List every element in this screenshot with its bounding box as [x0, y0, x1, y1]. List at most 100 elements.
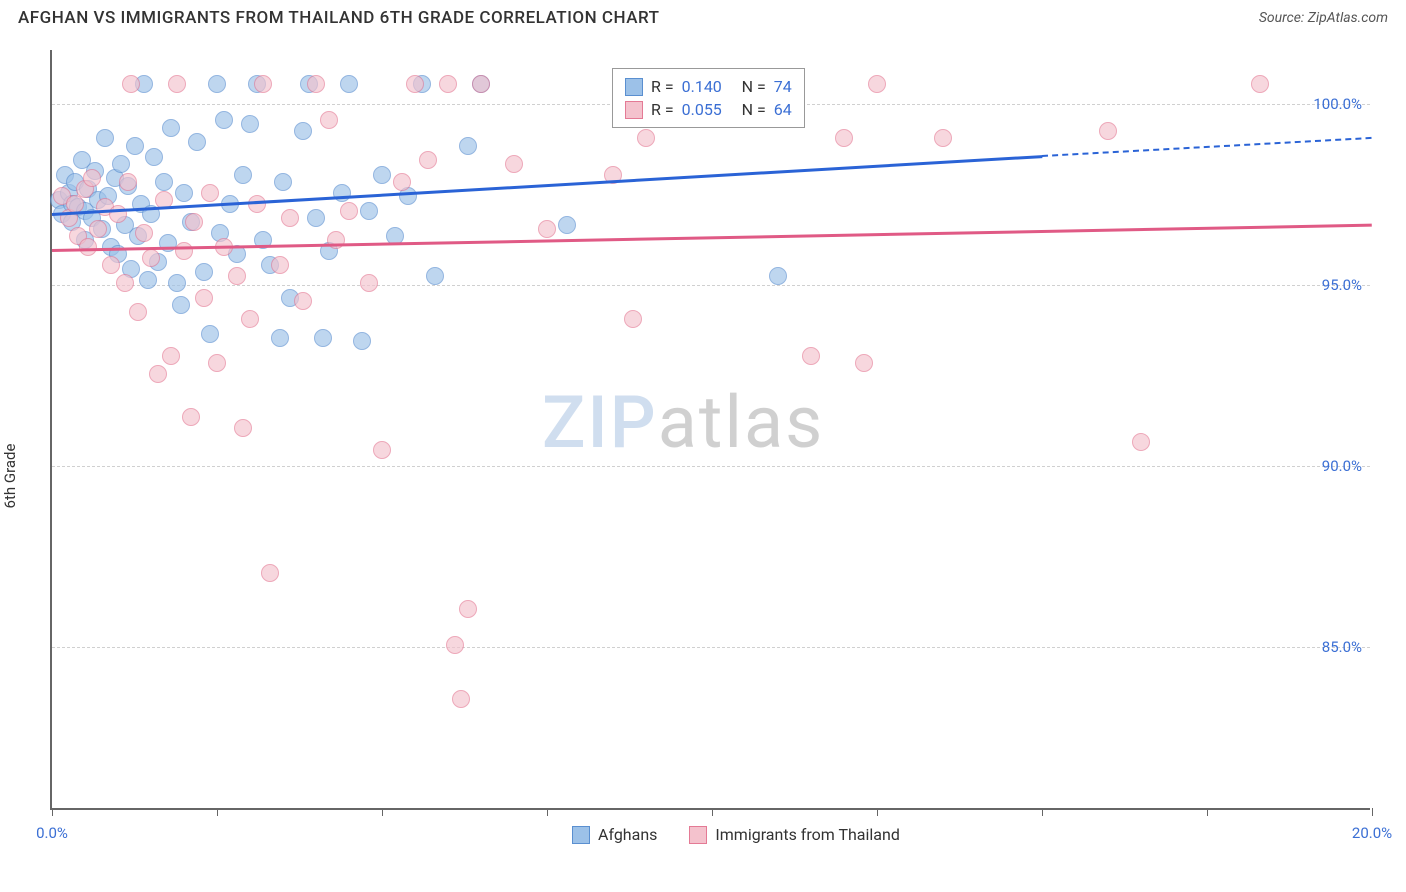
gridline [52, 466, 1370, 467]
scatter-point [314, 329, 332, 347]
scatter-point [83, 169, 101, 187]
trend-line [52, 155, 1042, 215]
legend-swatch [689, 826, 707, 844]
scatter-point [175, 184, 193, 202]
legend-row: R =0.140N =74 [625, 75, 792, 98]
scatter-point [406, 75, 424, 93]
scatter-point [637, 129, 655, 147]
y-tick-label: 90.0% [1322, 457, 1362, 475]
legend-item: Immigrants from Thailand [689, 825, 899, 844]
r-label: R = [651, 100, 674, 119]
legend-swatch [572, 826, 590, 844]
scatter-point [340, 75, 358, 93]
n-label: N = [742, 77, 766, 96]
scatter-point [320, 111, 338, 129]
scatter-point [241, 115, 259, 133]
scatter-point [353, 332, 371, 350]
scatter-point [1099, 122, 1117, 140]
legend-label: Afghans [598, 825, 657, 844]
watermark: ZIPatlas [542, 380, 824, 465]
scatter-point [446, 636, 464, 654]
scatter-point [307, 75, 325, 93]
scatter-point [459, 137, 477, 155]
scatter-point [307, 209, 325, 227]
scatter-point [419, 151, 437, 169]
trend-line [1042, 137, 1372, 157]
scatter-point [274, 173, 292, 191]
scatter-point [452, 690, 470, 708]
series-legend: Afghans Immigrants from Thailand [572, 825, 900, 844]
scatter-point [208, 75, 226, 93]
scatter-point [281, 209, 299, 227]
scatter-point [294, 292, 312, 310]
scatter-point [119, 173, 137, 191]
x-tick-label: 20.0% [1352, 824, 1392, 842]
chart-title: AFGHAN VS IMMIGRANTS FROM THAILAND 6TH G… [18, 8, 660, 28]
scatter-point [215, 111, 233, 129]
scatter-point [188, 133, 206, 151]
scatter-point [102, 256, 120, 274]
chart-source: Source: ZipAtlas.com [1259, 10, 1388, 26]
scatter-point [208, 354, 226, 372]
scatter-point [1132, 433, 1150, 451]
scatter-point [168, 75, 186, 93]
scatter-point [228, 267, 246, 285]
gridline [52, 285, 1370, 286]
correlation-legend: R =0.140N =74R =0.055N =64 [612, 68, 805, 128]
chart-header: AFGHAN VS IMMIGRANTS FROM THAILAND 6TH G… [0, 0, 1406, 36]
scatter-point [139, 271, 157, 289]
scatter-point [175, 242, 193, 260]
x-tick [52, 808, 53, 816]
scatter-point [182, 408, 200, 426]
scatter-point [294, 122, 312, 140]
scatter-point [129, 303, 147, 321]
scatter-point [142, 249, 160, 267]
scatter-point [373, 166, 391, 184]
y-tick-label: 100.0% [1313, 95, 1362, 113]
scatter-point [116, 274, 134, 292]
scatter-point [162, 119, 180, 137]
scatter-point [1251, 75, 1269, 93]
scatter-point [201, 184, 219, 202]
scatter-point [624, 310, 642, 328]
scatter-point [159, 234, 177, 252]
scatter-point [271, 256, 289, 274]
x-tick [382, 808, 383, 816]
scatter-point [96, 129, 114, 147]
scatter-point [195, 289, 213, 307]
x-tick [1042, 808, 1043, 816]
y-tick-label: 95.0% [1322, 276, 1362, 294]
x-tick-label: 0.0% [36, 824, 68, 842]
scatter-point [835, 129, 853, 147]
scatter-point [333, 184, 351, 202]
x-tick [712, 808, 713, 816]
scatter-point [241, 310, 259, 328]
r-value: 0.140 [682, 77, 734, 96]
x-tick [877, 808, 878, 816]
scatter-point [360, 274, 378, 292]
r-label: R = [651, 77, 674, 96]
legend-item: Afghans [572, 825, 657, 844]
scatter-point [271, 329, 289, 347]
scatter-point [168, 274, 186, 292]
y-axis-label: 6th Grade [1, 444, 19, 509]
scatter-point [155, 173, 173, 191]
x-tick [1372, 808, 1373, 816]
scatter-point [234, 419, 252, 437]
scatter-point [172, 296, 190, 314]
scatter-point [934, 129, 952, 147]
scatter-point [145, 148, 163, 166]
scatter-point [393, 173, 411, 191]
scatter-point [112, 155, 130, 173]
scatter-point [201, 325, 219, 343]
n-label: N = [742, 100, 766, 119]
scatter-point [261, 564, 279, 582]
scatter-point [135, 224, 153, 242]
scatter-point [79, 238, 97, 256]
gridline [52, 647, 1370, 648]
scatter-point [122, 75, 140, 93]
scatter-point [426, 267, 444, 285]
scatter-point [505, 155, 523, 173]
scatter-point [185, 213, 203, 231]
x-tick [1207, 808, 1208, 816]
